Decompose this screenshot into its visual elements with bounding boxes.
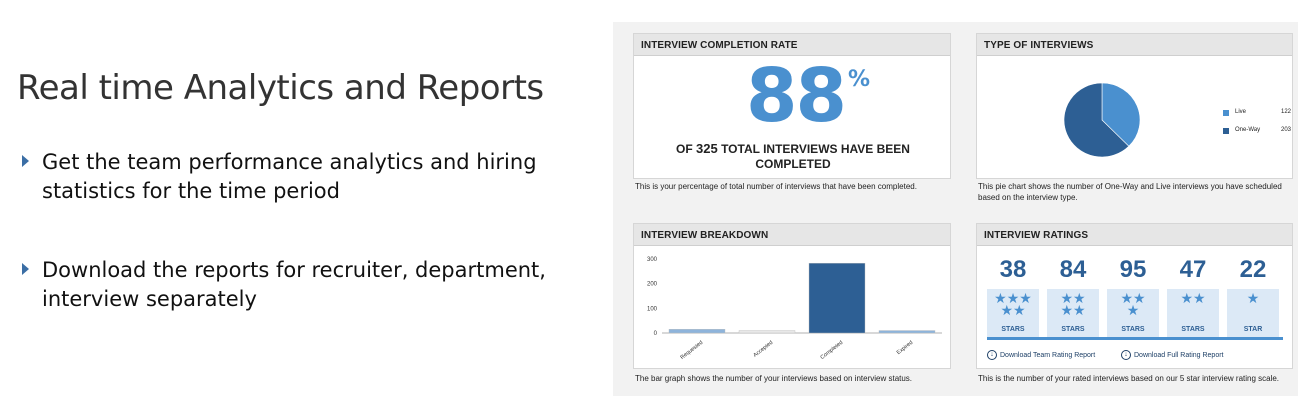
x-tick-label: Accepted: [752, 340, 774, 359]
x-tick-label: Completed: [820, 340, 845, 361]
completion-summary-line: OF 325 TOTAL INTERVIEWS HAVE BEEN: [634, 141, 952, 156]
star-icon: ★★ ★: [1120, 291, 1146, 319]
panel-header: INTERVIEW RATINGS: [977, 224, 1292, 246]
rating-card: ★★ ★★ STARS: [1047, 289, 1099, 337]
bullet-text: Get the team performance analytics and h…: [42, 150, 537, 203]
pie-slice: [1101, 82, 1141, 147]
completion-percent: 88: [746, 53, 847, 139]
of-label: OF: [676, 142, 693, 156]
rating-card: ★★★ ★★ STARS: [987, 289, 1039, 337]
completed-label: COMPLETED: [755, 157, 831, 171]
download-icon: ↓: [987, 350, 997, 360]
star-icon: ★★: [1180, 291, 1206, 307]
legend-label: One-Way: [1235, 127, 1261, 133]
legend-swatch: [1223, 110, 1229, 116]
bar: [808, 262, 866, 334]
ratings-divider: [987, 337, 1283, 340]
bullet-item: Download the reports for recruiter, depa…: [22, 256, 582, 314]
percent-sign: %: [848, 67, 871, 92]
panel-header: TYPE OF INTERVIEWS: [977, 34, 1292, 56]
x-tick-label: Expired: [896, 340, 914, 356]
rating-count: 38: [999, 256, 1027, 283]
panel-header: INTERVIEW COMPLETION RATE: [634, 34, 950, 56]
rating-count: 22: [1239, 256, 1267, 283]
slide-title: Real time Analytics and Reports: [17, 68, 544, 108]
total-interviews: 325: [696, 141, 718, 156]
rating-label: STAR: [1243, 326, 1263, 333]
rating-card: ★ STAR: [1227, 289, 1279, 337]
bar: [668, 329, 726, 334]
legend-value: 122: [1281, 109, 1292, 115]
rating-label: STARS: [1001, 326, 1025, 333]
interview-type-panel: TYPE OF INTERVIEWS Live 122 One-Way 203: [976, 33, 1293, 179]
rating-count: 84: [1059, 256, 1087, 283]
y-tick-label: 200: [647, 282, 658, 288]
legend-value: 203: [1281, 127, 1292, 133]
completion-caption: This is your percentage of total number …: [635, 182, 917, 191]
rating-label: STARS: [1061, 326, 1085, 333]
bar: [738, 330, 796, 334]
type-caption: This pie chart shows the number of One-W…: [978, 182, 1282, 202]
completion-text: TOTAL INTERVIEWS HAVE BEEN: [721, 142, 910, 156]
bullet-item: Get the team performance analytics and h…: [22, 148, 582, 206]
star-icon: ★★★ ★★: [994, 291, 1032, 319]
breakdown-caption: The bar graph shows the number of your i…: [635, 374, 913, 383]
download-icon: ↓: [1121, 350, 1131, 360]
legend-swatch: [1223, 128, 1229, 134]
bar: [878, 330, 936, 334]
interview-breakdown-panel: INTERVIEW BREAKDOWN 0 100 200 300 Requested A…: [633, 223, 951, 369]
rating-label: STARS: [1181, 326, 1205, 333]
download-team-rating-link[interactable]: ↓ Download Team Rating Report: [987, 350, 1095, 360]
pie-chart: [1063, 82, 1141, 158]
panel-header: INTERVIEW BREAKDOWN: [634, 224, 950, 246]
legend-label: Live: [1235, 109, 1247, 115]
completion-rate-panel: INTERVIEW COMPLETION RATE 88 % OF 325 TO…: [633, 33, 951, 179]
pie-slice: [1063, 82, 1130, 158]
download-team-label: Download Team Rating Report: [1000, 351, 1096, 359]
x-tick-label: Requested: [680, 340, 705, 361]
rating-count: 95: [1119, 256, 1147, 283]
y-tick-label: 300: [647, 257, 658, 263]
dashboard: INTERVIEW COMPLETION RATE 88 % OF 325 TO…: [613, 22, 1298, 396]
rating-label: STARS: [1121, 326, 1145, 333]
star-icon: ★: [1246, 291, 1260, 307]
star-icon: ★★ ★★: [1060, 291, 1086, 319]
bar-chart: 0 100 200 300 Requested Accepted Completed Expi…: [647, 257, 942, 361]
ratings-caption: This is the number of your rated intervi…: [978, 374, 1280, 383]
rating-card: ★★ ★ STARS: [1107, 289, 1159, 337]
rating-count: 47: [1179, 256, 1207, 283]
download-full-label: Download Full Rating Report: [1134, 351, 1224, 359]
interview-ratings-panel: INTERVIEW RATINGS 38 ★★★ ★★ STARS 84 ★★ ★★ STAR…: [976, 223, 1293, 369]
rating-card: ★★ STARS: [1167, 289, 1219, 337]
bullet-arrow-icon: [22, 263, 29, 275]
y-tick-label: 100: [647, 306, 658, 312]
download-full-rating-link[interactable]: ↓ Download Full Rating Report: [1121, 350, 1224, 360]
y-tick-label: 0: [654, 331, 658, 337]
bullet-text: Download the reports for recruiter, depa…: [42, 258, 546, 311]
bullet-arrow-icon: [22, 155, 29, 167]
